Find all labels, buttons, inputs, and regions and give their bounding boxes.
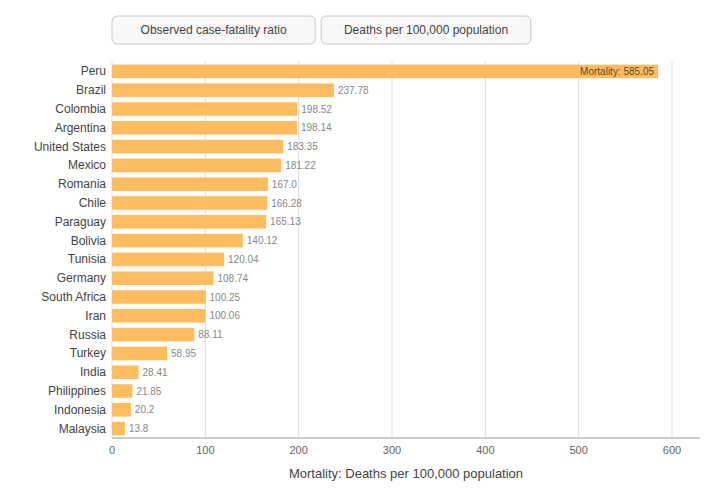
- y-tick-label: United States: [34, 140, 106, 154]
- grid-line: [392, 62, 393, 438]
- data-label: 108.74: [217, 273, 248, 284]
- y-tick-label: Russia: [69, 328, 106, 342]
- grid: [112, 62, 672, 438]
- bar: [112, 347, 167, 361]
- bar: [112, 65, 658, 79]
- data-label: 237.78: [338, 85, 369, 96]
- y-tick-label: Indonesia: [54, 403, 106, 417]
- legend-button-box[interactable]: [112, 16, 315, 44]
- x-tick-label: 0: [109, 444, 115, 456]
- bar: [112, 309, 205, 323]
- y-tick-label: Peru: [81, 64, 106, 78]
- x-axis-label: Mortality: Deaths per 100,000 population: [289, 466, 523, 481]
- chart: Observed case-fatality ratio Deaths per 1…: [0, 0, 720, 500]
- bar: [112, 365, 139, 379]
- y-tick-label: South Africa: [41, 290, 106, 304]
- data-label: 88.11: [198, 329, 223, 340]
- x-tick-label: 500: [569, 444, 587, 456]
- bar: [112, 384, 132, 398]
- bar: [112, 403, 131, 417]
- data-label: 21.85: [136, 386, 161, 397]
- x-tick-label: 300: [383, 444, 401, 456]
- data-label: Mortality: 585.05: [580, 66, 654, 77]
- y-tick-label: Bolivia: [71, 234, 107, 248]
- data-label: 20.2: [135, 404, 155, 415]
- y-tick-label: Malaysia: [59, 422, 107, 436]
- grid-line: [578, 62, 579, 438]
- y-tick-label: Germany: [57, 271, 106, 285]
- bar: [112, 234, 243, 248]
- data-label: 140.12: [247, 235, 278, 246]
- bar: [112, 215, 266, 229]
- data-label: 28.41: [143, 367, 168, 378]
- y-tick-label: Romania: [58, 177, 106, 191]
- x-tick-label: 600: [663, 444, 681, 456]
- grid-line: [112, 62, 113, 438]
- legend-button[interactable]: Observed case-fatality ratio: [112, 16, 315, 44]
- bar: [112, 177, 268, 191]
- y-tick-label: India: [80, 365, 106, 379]
- data-label: 165.13: [270, 216, 301, 227]
- data-label: 100.25: [210, 292, 241, 303]
- bars: [112, 65, 658, 436]
- y-tick-label: Mexico: [68, 158, 106, 172]
- data-label: 198.52: [301, 104, 332, 115]
- legend-button-label[interactable]: Observed case-fatality ratio: [141, 23, 287, 37]
- bar: [112, 328, 194, 342]
- bar: [112, 422, 125, 436]
- y-tick-label: Argentina: [55, 121, 107, 135]
- bar: [112, 83, 334, 97]
- y-tick-label: Philippines: [48, 384, 106, 398]
- y-tick-label: Iran: [85, 309, 106, 323]
- y-tick-label: Paraguay: [55, 215, 106, 229]
- data-label: 58.95: [171, 348, 196, 359]
- grid-line: [205, 62, 206, 438]
- y-tick-label: Chile: [79, 196, 107, 210]
- bar: [112, 121, 297, 135]
- grid-line: [672, 62, 673, 438]
- bar: [112, 102, 297, 116]
- x-tick-label: 200: [289, 444, 307, 456]
- data-label: 181.22: [285, 160, 316, 171]
- data-label: 198.14: [301, 122, 332, 133]
- y-tick-label: Tunisia: [68, 252, 107, 266]
- bar: [112, 253, 224, 267]
- grid-line: [298, 62, 299, 438]
- bar: [112, 140, 283, 154]
- bar: [112, 196, 267, 210]
- data-label: 120.04: [228, 254, 259, 265]
- x-tick-label: 400: [476, 444, 494, 456]
- y-tick-label: Brazil: [76, 83, 106, 97]
- data-label: 166.28: [271, 198, 302, 209]
- data-label: 100.06: [209, 310, 240, 321]
- grid-line: [485, 62, 486, 438]
- bar: [112, 290, 206, 304]
- y-tick-label: Turkey: [70, 346, 106, 360]
- data-label: 167.0: [272, 179, 297, 190]
- legend-button-box[interactable]: [321, 16, 531, 44]
- data-label: 183.35: [287, 141, 318, 152]
- legend-button[interactable]: Deaths per 100,000 population: [321, 16, 531, 44]
- x-axis-line: [112, 438, 700, 439]
- data-label: 13.8: [129, 423, 149, 434]
- legend-button-label[interactable]: Deaths per 100,000 population: [344, 23, 508, 37]
- y-tick-label: Colombia: [55, 102, 106, 116]
- bar: [112, 159, 281, 173]
- x-tick-label: 100: [196, 444, 214, 456]
- bar: [112, 271, 213, 285]
